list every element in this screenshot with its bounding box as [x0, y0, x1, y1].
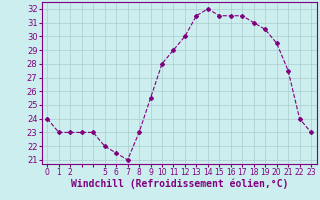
X-axis label: Windchill (Refroidissement éolien,°C): Windchill (Refroidissement éolien,°C) — [70, 179, 288, 189]
